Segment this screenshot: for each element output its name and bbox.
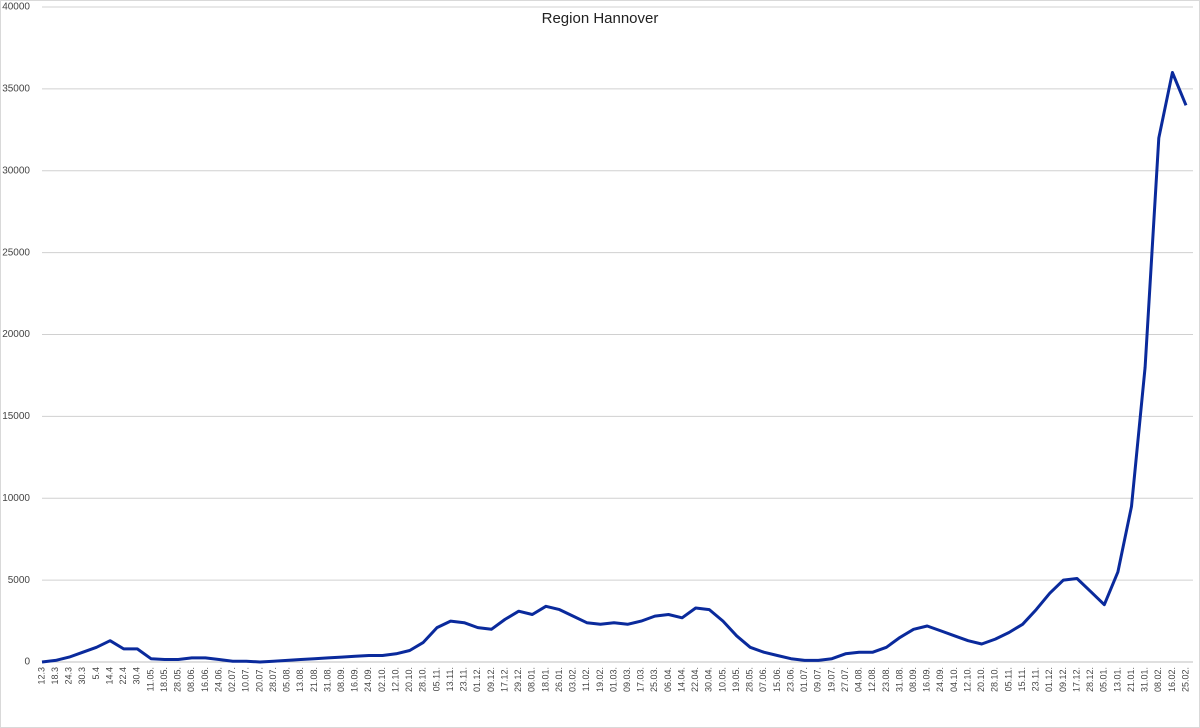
x-tick-label: 15.11. bbox=[1017, 667, 1027, 691]
x-tick-label: 14.04. bbox=[676, 667, 686, 692]
y-tick-label: 30000 bbox=[2, 165, 30, 176]
x-tick-label: 09.03. bbox=[622, 667, 632, 692]
x-tick-label: 09.12. bbox=[1058, 667, 1068, 692]
x-tick-label: 17.12. bbox=[499, 667, 509, 692]
x-tick-label: 23.11. bbox=[459, 667, 469, 691]
x-tick-label: 08.01. bbox=[527, 667, 537, 692]
x-tick-label: 02.10. bbox=[377, 667, 387, 692]
x-tick-label: 08.09. bbox=[336, 667, 346, 692]
x-tick-label: 28.10. bbox=[418, 667, 428, 692]
x-tick-label: 22.04. bbox=[690, 667, 700, 692]
x-tick-label: 12.08. bbox=[867, 667, 877, 692]
x-tick-label: 12.10. bbox=[962, 667, 972, 692]
x-tick-label: 19.05. bbox=[731, 667, 741, 692]
x-tick-label: 11.05. bbox=[145, 667, 155, 691]
x-tick-label: 09.12. bbox=[486, 667, 496, 692]
x-tick-label: 23.06. bbox=[785, 667, 795, 692]
x-tick-label: 04.08. bbox=[854, 667, 864, 692]
x-tick-label: 25.03. bbox=[649, 667, 659, 692]
x-tick-label: 04.10. bbox=[949, 667, 959, 692]
x-tick-label: 18.05. bbox=[159, 667, 169, 692]
chart-title: Region Hannover bbox=[542, 10, 659, 27]
x-tick-label: 5.4 bbox=[91, 667, 101, 680]
x-tick-label: 08.02. bbox=[1153, 667, 1163, 692]
x-tick-label: 16.09. bbox=[350, 667, 360, 692]
x-tick-label: 31.01. bbox=[1140, 667, 1150, 692]
x-tick-label: 12.3 bbox=[36, 667, 46, 685]
y-tick-label: 5000 bbox=[8, 575, 31, 586]
x-tick-label: 08.06. bbox=[186, 667, 196, 692]
x-tick-label: 30.3 bbox=[77, 667, 87, 685]
x-tick-label: 21.08. bbox=[309, 667, 319, 692]
x-tick-label: 05.11. bbox=[1003, 667, 1013, 691]
x-tick-label: 05.01. bbox=[1099, 667, 1109, 692]
y-tick-label: 10000 bbox=[2, 493, 30, 504]
x-tick-label: 20.10. bbox=[976, 667, 986, 692]
x-tick-label: 03.02. bbox=[568, 667, 578, 692]
x-tick-label: 19.07. bbox=[826, 667, 836, 692]
x-tick-label: 16.09. bbox=[922, 667, 932, 692]
x-tick-label: 10.05. bbox=[717, 667, 727, 692]
x-tick-label: 01.07. bbox=[799, 667, 809, 692]
x-tick-label: 16.06. bbox=[200, 667, 210, 692]
x-tick-label: 28.05. bbox=[173, 667, 183, 692]
x-tick-label: 31.08. bbox=[894, 667, 904, 692]
x-tick-label: 17.12. bbox=[1071, 667, 1081, 692]
x-tick-label: 09.07. bbox=[813, 667, 823, 692]
x-tick-label: 18.3 bbox=[50, 667, 60, 685]
x-tick-label: 24.09. bbox=[363, 667, 373, 692]
x-tick-label: 24.09. bbox=[935, 667, 945, 692]
x-tick-label: 05.08. bbox=[282, 667, 292, 692]
x-tick-label: 20.07. bbox=[254, 667, 264, 692]
x-tick-label: 20.10. bbox=[404, 667, 414, 692]
y-tick-label: 40000 bbox=[2, 2, 30, 13]
x-tick-label: 13.11. bbox=[445, 667, 455, 691]
x-tick-label: 01.12. bbox=[1044, 667, 1054, 692]
x-tick-label: 07.06. bbox=[758, 667, 768, 692]
x-tick-label: 21.01. bbox=[1126, 667, 1136, 692]
y-tick-label: 0 bbox=[24, 657, 30, 668]
x-tick-label: 11.02. bbox=[581, 667, 591, 691]
x-tick-label: 14.4 bbox=[104, 667, 114, 685]
x-tick-label: 25.02. bbox=[1180, 667, 1190, 692]
x-tick-label: 23.11. bbox=[1031, 667, 1041, 691]
x-tick-label: 17.03. bbox=[636, 667, 646, 692]
x-tick-label: 02.07. bbox=[227, 667, 237, 692]
x-tick-label: 27.07. bbox=[840, 667, 850, 692]
y-tick-label: 20000 bbox=[2, 329, 30, 340]
y-tick-label: 25000 bbox=[2, 247, 30, 258]
x-tick-label: 28.07. bbox=[268, 667, 278, 692]
x-tick-label: 05.11. bbox=[431, 667, 441, 691]
x-tick-label: 13.08. bbox=[295, 667, 305, 692]
x-tick-label: 08.09. bbox=[908, 667, 918, 692]
y-tick-label: 35000 bbox=[2, 84, 30, 95]
x-tick-label: 19.02. bbox=[595, 667, 605, 692]
x-tick-label: 31.08. bbox=[322, 667, 332, 692]
x-tick-label: 28.10. bbox=[990, 667, 1000, 692]
data-line bbox=[41, 71, 1188, 664]
x-tick-label: 01.03. bbox=[608, 667, 618, 692]
x-tick-label: 18.01. bbox=[540, 667, 550, 692]
x-tick-label: 29.12. bbox=[513, 667, 523, 692]
x-tick-label: 06.04. bbox=[663, 667, 673, 692]
x-tick-label: 26.01. bbox=[554, 667, 564, 692]
x-tick-label: 28.05. bbox=[745, 667, 755, 692]
x-tick-label: 24.3 bbox=[64, 667, 74, 685]
x-tick-label: 10.07. bbox=[241, 667, 251, 692]
x-tick-label: 13.01. bbox=[1112, 667, 1122, 692]
x-tick-label: 15.06. bbox=[772, 667, 782, 692]
x-tick-label: 01.12. bbox=[472, 667, 482, 692]
x-tick-label: 30.04. bbox=[704, 667, 714, 692]
x-tick-label: 22.4 bbox=[118, 667, 128, 685]
x-tick-label: 12.10. bbox=[390, 667, 400, 692]
y-tick-label: 15000 bbox=[2, 411, 30, 422]
x-tick-label: 24.06. bbox=[213, 667, 223, 692]
x-tick-label: 28.12. bbox=[1085, 667, 1095, 692]
x-tick-label: 30.4 bbox=[132, 667, 142, 685]
x-tick-label: 23.08. bbox=[881, 667, 891, 692]
x-tick-label: 16.02. bbox=[1167, 667, 1177, 692]
